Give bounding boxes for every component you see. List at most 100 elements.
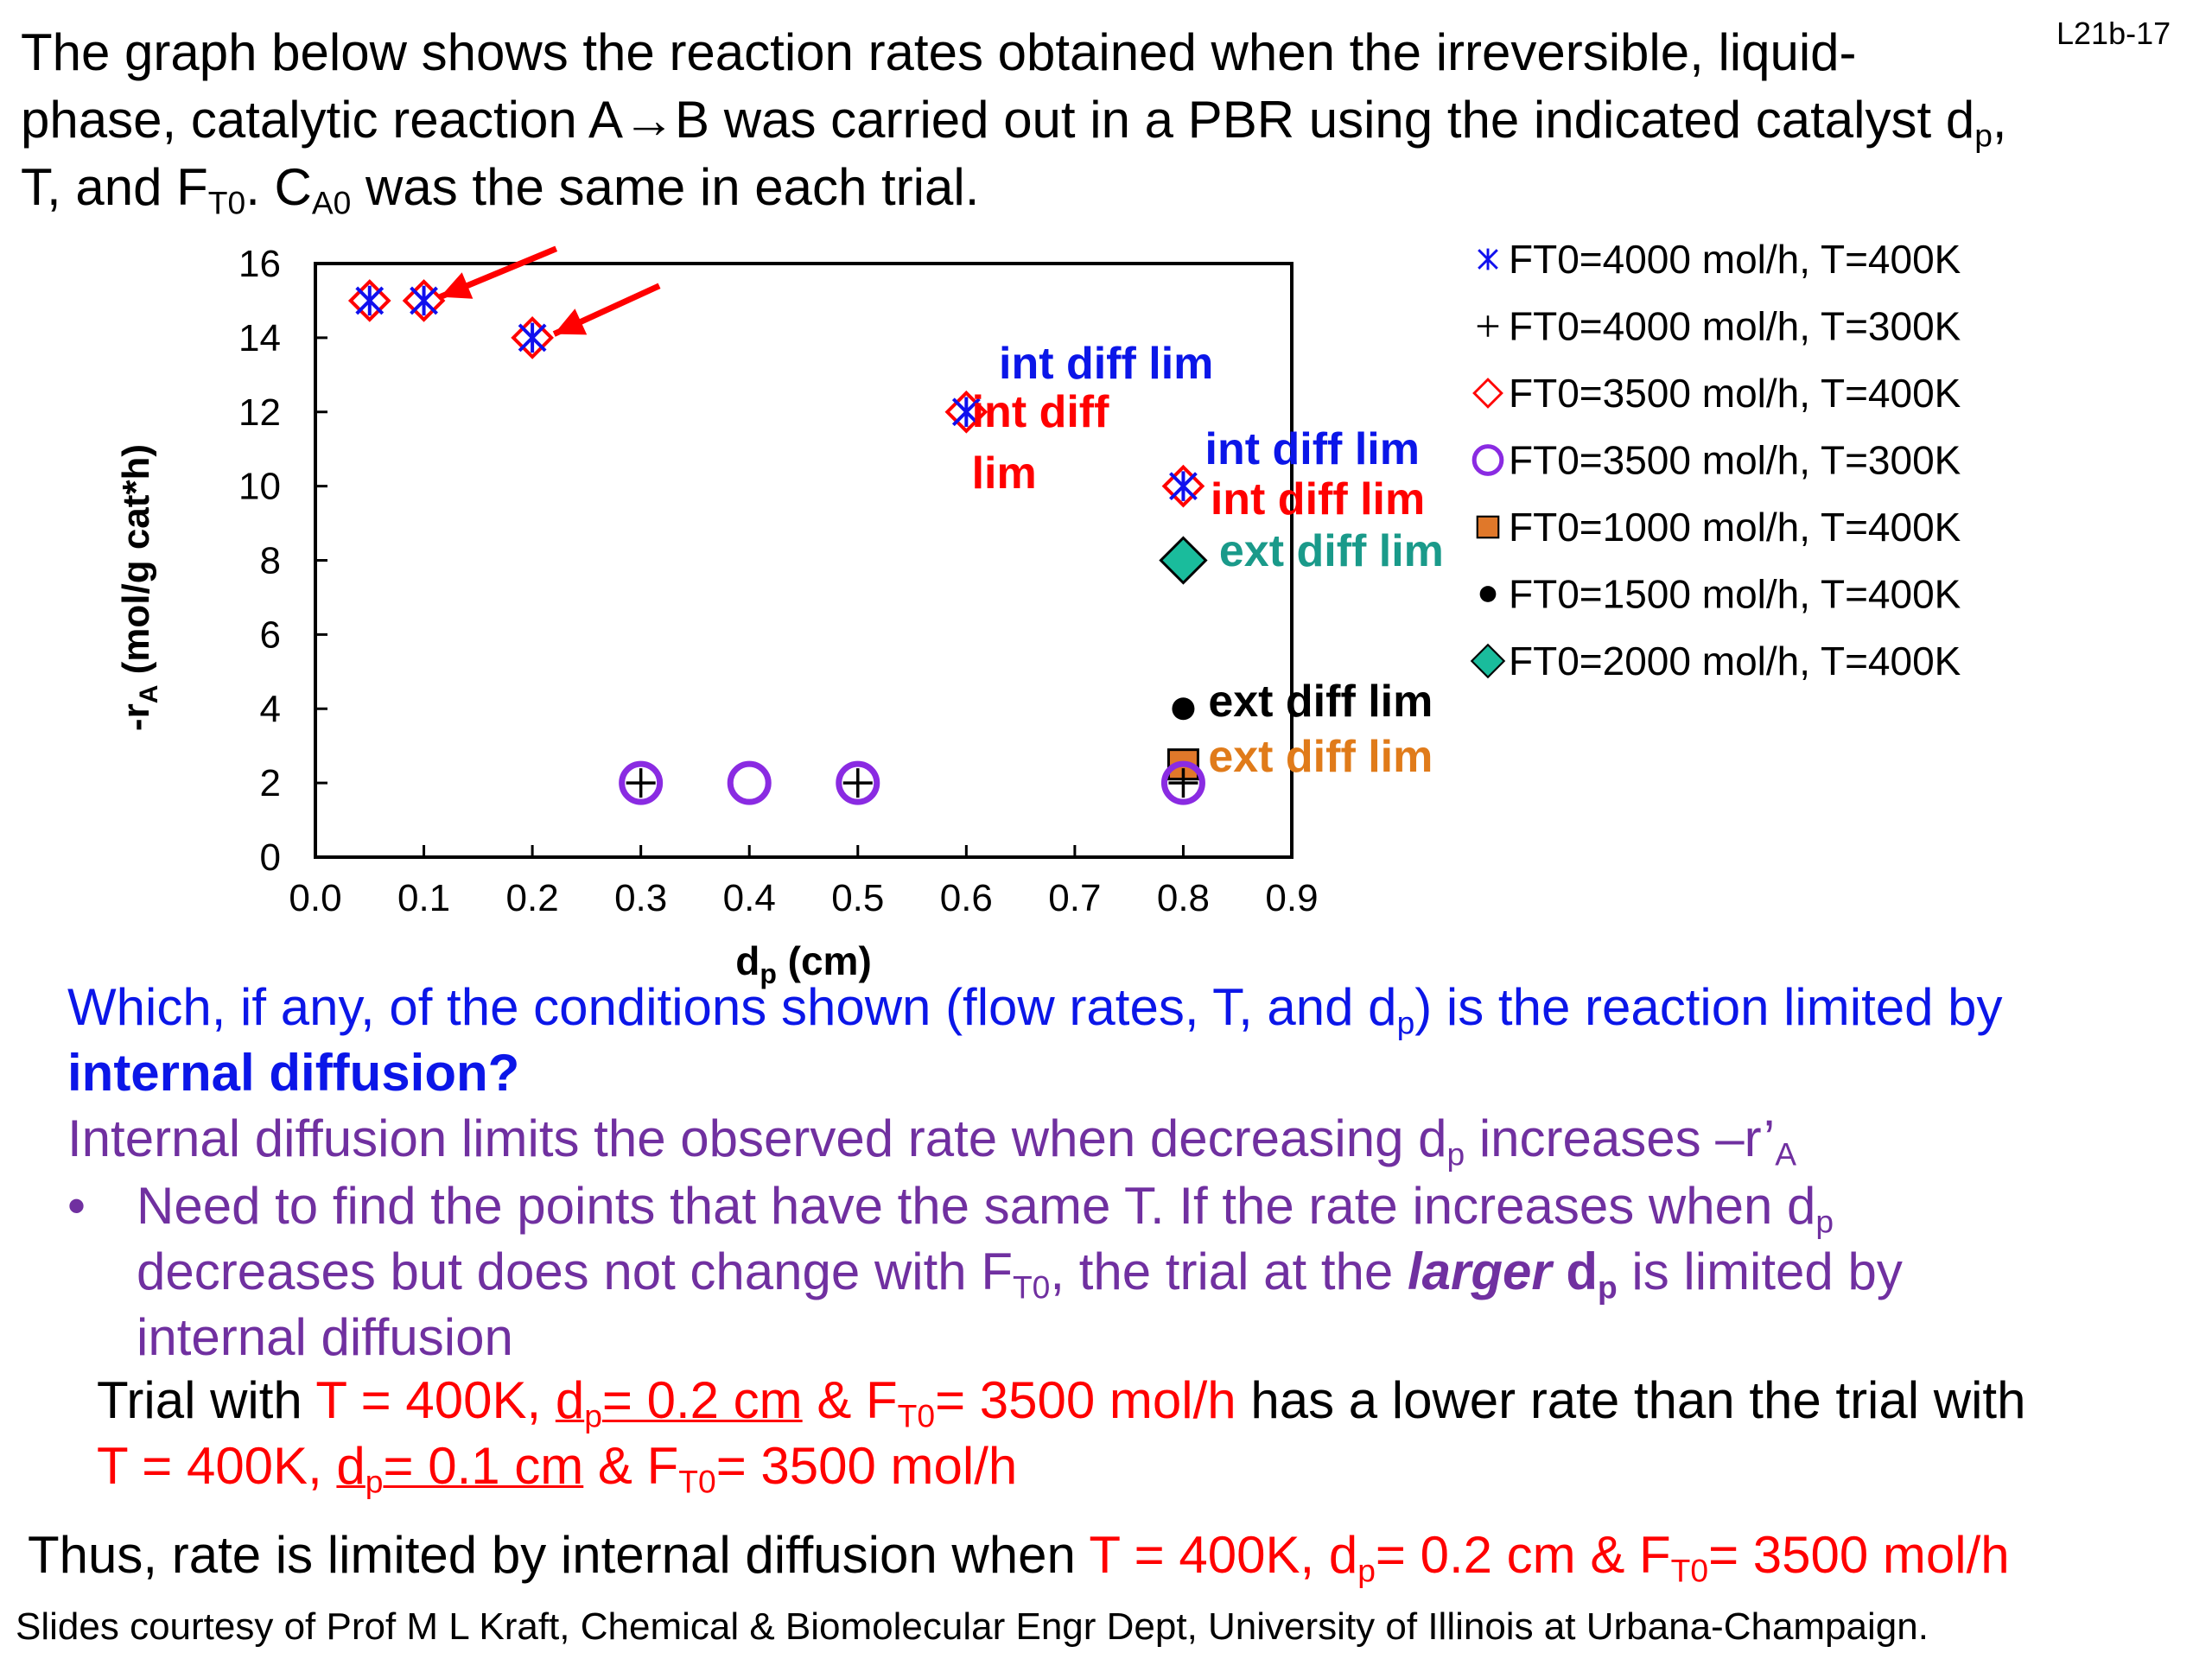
- trial-line-1-red: T = 400K, dp= 0.2 cm & FT0= 3500 mol/h: [315, 1371, 1236, 1432]
- intro-line-3-end: was the same in each trial.: [351, 158, 980, 216]
- trial-line-1-ft-value: = 3500 mol/h: [935, 1371, 1236, 1429]
- y-tick-label: 14: [238, 317, 281, 359]
- answer-text-rate: increases –r’: [1465, 1109, 1776, 1167]
- legend-entry: FT0=1500 mol/h, T=400K: [1509, 572, 1961, 617]
- bullet-line-1: Need to find the points that have the sa…: [137, 1173, 1903, 1239]
- intro-line-2-end: ,: [1992, 91, 2007, 149]
- legend-entry: FT0=3500 mol/h, T=300K: [1509, 438, 1961, 483]
- annotation-label: ext diff lim: [1219, 526, 1444, 576]
- trial-line-2-ft: & F: [583, 1437, 679, 1495]
- intro-line-2-text: phase, catalytic reaction A→B was carrie…: [21, 91, 1975, 149]
- data-point-star: [355, 285, 385, 316]
- y-tick-label: 4: [260, 688, 281, 730]
- x-axis-title: dp (cm): [735, 938, 872, 989]
- data-point-star: [518, 322, 547, 353]
- question-line-1-text: Which, if any, of the conditions shown (…: [67, 978, 1397, 1036]
- intro-text: The graph below shows the reaction rates…: [21, 19, 2181, 221]
- annotation-label: ext diff lim: [1208, 732, 1433, 782]
- annotation-label: ext diff lim: [1208, 677, 1433, 727]
- credits: Slides courtesy of Prof M L Kraft, Chemi…: [16, 1605, 1929, 1648]
- data-point-star: [410, 285, 438, 316]
- intro-line-3-sub1: T0: [207, 184, 246, 221]
- x-tick-label: 0.2: [506, 877, 559, 919]
- bullet-line-2-sub: T0: [1012, 1268, 1051, 1306]
- y-tick-label: 8: [260, 540, 281, 582]
- legend-entry: FT0=2000 mol/h, T=400K: [1509, 639, 1961, 683]
- conclusion-text-main: Thus, rate is limited by internal diffus…: [28, 1526, 1090, 1584]
- annotation-label: int diff lim: [1211, 474, 1425, 524]
- trial-line-2-temp: T = 400K,: [97, 1437, 337, 1495]
- question-text: Which, if any, of the conditions shown (…: [67, 975, 2003, 1106]
- annotation-label: lim: [972, 448, 1037, 499]
- x-tick-label: 0.0: [289, 877, 341, 919]
- bullet-emphasis: larger: [1407, 1243, 1552, 1300]
- x-tick-label: 0.6: [940, 877, 993, 919]
- question-line-2: internal diffusion?: [67, 1044, 520, 1102]
- bullet-line-2-sub2: p: [1598, 1268, 1618, 1306]
- trial-line-2-dp-value: = 0.1 cm: [383, 1437, 584, 1495]
- conclusion-dp-sub: p: [1357, 1552, 1376, 1589]
- x-tick-label: 0.1: [397, 877, 450, 919]
- data-point-diamond: [1159, 536, 1208, 585]
- data-point-star: [1169, 471, 1198, 501]
- x-tick-label: 0.7: [1048, 877, 1101, 919]
- trial-line-1: Trial with T = 400K, dp= 0.2 cm & FT0= 3…: [97, 1368, 2025, 1433]
- annotation-label: int diff: [972, 387, 1110, 437]
- data-point-plus: [1168, 768, 1198, 798]
- trial-line-1-temp: T = 400K,: [315, 1371, 556, 1429]
- question-line-1-sub: p: [1396, 1004, 1415, 1041]
- x-tick-label: 0.5: [831, 877, 884, 919]
- conclusion-ft-value: = 3500 mol/h: [1708, 1526, 2010, 1584]
- intro-line-2-sub: p: [1974, 117, 1993, 154]
- conclusion-dp-value: = 0.2 cm & F: [1375, 1526, 1671, 1584]
- conclusion-temp: T = 400K, d: [1089, 1526, 1358, 1584]
- intro-line-3-sub2: A0: [311, 184, 352, 221]
- legend-entry: FT0=3500 mol/h, T=400K: [1509, 371, 1961, 416]
- data-point-circle-open: [836, 760, 880, 805]
- chart-tick-labels: 0.0 0.1 0.2 0.3 0.4 0.5 0.6 0.7 0.8 0.9 0 2 4 6 8 10 12 1…: [238, 243, 1319, 919]
- legend-marker: [1478, 248, 1498, 270]
- y-tick-label: 16: [238, 243, 281, 285]
- bullet-line-3: internal diffusion: [137, 1308, 513, 1366]
- data-point-circle-open: [1160, 760, 1205, 805]
- legend-entry: FT0=4000 mol/h, T=400K: [1509, 237, 1961, 282]
- answer-sub-p: p: [1446, 1135, 1465, 1173]
- trial-comparison: Trial with T = 400K, dp= 0.2 cm & FT0= 3…: [97, 1368, 2025, 1499]
- trial-line-2-ft-value: = 3500 mol/h: [715, 1437, 1018, 1495]
- trial-line-1-dp-text: d: [555, 1371, 585, 1429]
- conclusion-ft-sub: T0: [1670, 1552, 1709, 1589]
- bullet-line-2: decreases but does not change with FT0, …: [137, 1239, 1903, 1305]
- x-tick-label: 0.9: [1265, 877, 1318, 919]
- data-point-dot: [1172, 697, 1195, 721]
- conclusion-text: Thus, rate is limited by internal diffus…: [28, 1525, 2010, 1586]
- data-point-circle-open: [619, 760, 664, 805]
- answer-sub-a: A: [1775, 1135, 1797, 1173]
- data-point-plus: [842, 768, 873, 798]
- trial-line-1-ft: & F: [802, 1371, 898, 1429]
- legend-marker: [1471, 444, 1504, 476]
- bullet-line-1-text: Need to find the points that have the sa…: [137, 1177, 1816, 1235]
- y-tick-label: 12: [238, 391, 281, 434]
- x-tick-label: 0.4: [723, 877, 776, 919]
- trial-line-2-dp: dp= 0.1 cm: [336, 1437, 584, 1497]
- data-point-diamond-open: [1161, 464, 1205, 508]
- legend-marker: [1470, 643, 1506, 679]
- intro-line-3: T, and FT0. CA0 was the same in each tri…: [21, 154, 2181, 221]
- answer-text-main: Internal diffusion limits the observed r…: [67, 1109, 1447, 1167]
- answer-text: Internal diffusion limits the observed r…: [67, 1109, 1796, 1170]
- slide-id: L21b-17: [2056, 16, 2171, 51]
- chart-axes: [314, 262, 1294, 859]
- y-tick-label: 10: [238, 466, 281, 508]
- intro-line-2: phase, catalytic reaction A→B was carrie…: [21, 86, 2181, 154]
- data-point-circle-open: [727, 760, 772, 805]
- y-tick-label: 2: [260, 762, 281, 804]
- x-tick-label: 0.3: [614, 877, 667, 919]
- data-point-diamond-open: [347, 279, 391, 322]
- conclusion-conditions: T = 400K, dp= 0.2 cm & FT0= 3500 mol/h: [1089, 1526, 2010, 1586]
- intro-line-1: The graph below shows the reaction rates…: [21, 23, 1857, 81]
- intro-line-3-mid: . C: [245, 158, 312, 216]
- trial-line-1-end: has a lower rate than the trial with: [1236, 1371, 2026, 1429]
- trial-line-2-ft-sub: T0: [678, 1463, 716, 1500]
- data-point-diamond-open: [944, 390, 988, 434]
